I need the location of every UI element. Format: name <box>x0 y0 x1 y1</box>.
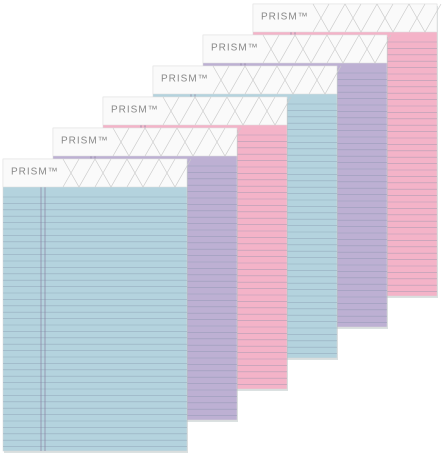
header-pattern <box>344 3 378 33</box>
header-pattern <box>162 96 196 126</box>
pad-paper <box>2 158 188 452</box>
brand-label: PRISM™ <box>61 136 109 147</box>
brand-label: PRISM™ <box>261 12 309 23</box>
header-pattern <box>112 127 146 157</box>
header-pattern <box>276 65 310 95</box>
brand-label: PRISM™ <box>211 43 259 54</box>
header-pattern <box>294 34 328 64</box>
header-pattern <box>358 34 392 64</box>
header-pattern <box>62 158 96 188</box>
header-pattern <box>94 158 128 188</box>
header-pattern <box>126 158 160 188</box>
brand-label: PRISM™ <box>11 167 59 178</box>
header-pattern <box>408 3 442 33</box>
header-pattern <box>208 127 242 157</box>
header-pattern <box>158 158 192 188</box>
header-pattern <box>212 65 246 95</box>
header-pattern <box>308 65 342 95</box>
brand-label: PRISM™ <box>161 74 209 85</box>
header-pattern <box>194 96 228 126</box>
brand-label: PRISM™ <box>111 105 159 116</box>
header-pattern <box>312 3 346 33</box>
header-pattern <box>258 96 292 126</box>
header-pattern <box>226 96 260 126</box>
header-pattern <box>262 34 296 64</box>
notepad: PRISM™ <box>2 158 192 453</box>
header-pattern <box>376 3 410 33</box>
header-pattern <box>244 65 278 95</box>
header-pattern <box>326 34 360 64</box>
header-pattern <box>176 127 210 157</box>
header-pattern <box>144 127 178 157</box>
